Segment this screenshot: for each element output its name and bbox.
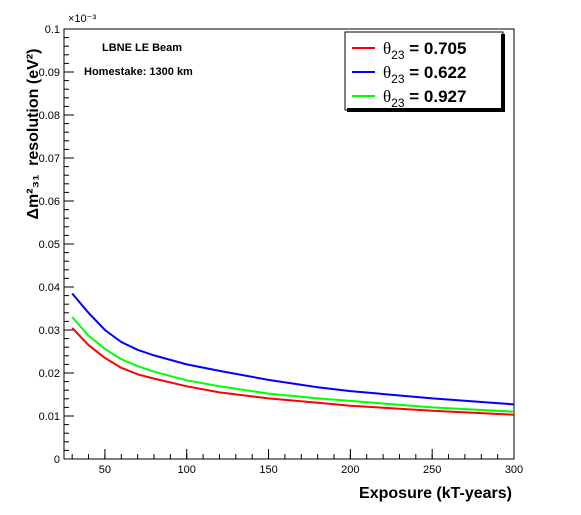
y-tick-label: 0.06 (39, 196, 60, 208)
y-multiplier: ×10⁻³ (68, 13, 96, 25)
y-axis-title: Δm²₃₁ resolution (eV²) (25, 49, 42, 220)
y-axis: 0 0.01 0.02 0.03 0.04 0.05 0.06 0.07 0.08 0.09 0.1 (39, 24, 74, 466)
legend-shadow-bottom (347, 108, 505, 112)
legend-label-2: θ23 = 0.622 (383, 63, 466, 86)
legend-label-3: θ23 = 0.927 (383, 87, 466, 110)
y-tick-label: 0.08 (39, 110, 60, 122)
y-axis-label: resolution (eV²) (25, 49, 42, 166)
svg-text:Δm²₃₁ resolution (eV²): Δm²₃₁ resolution (eV²) (25, 49, 42, 220)
y-axis-symbol: Δm²₃₁ (25, 174, 42, 219)
y-tick-label: 0.07 (39, 153, 60, 165)
x-tick-label: 250 (423, 464, 441, 476)
x-tick-label: 50 (99, 464, 111, 476)
series-lines (71, 292, 515, 416)
series-line-2 (71, 292, 515, 406)
annotation-beam: LBNE LE Beam (102, 42, 182, 54)
y-tick-label: 0.1 (45, 24, 60, 36)
x-tick-label: 200 (341, 464, 359, 476)
x-axis: 50 100 150 200 250 300 (71, 449, 523, 476)
y-tick-label: 0.02 (39, 368, 60, 380)
series-line-3 (71, 316, 515, 413)
x-tick-label: 300 (505, 464, 523, 476)
y-tick-label: 0.05 (39, 239, 60, 251)
y-tick-label: 0.03 (39, 325, 60, 337)
y-tick-label: 0 (54, 454, 60, 466)
y-tick-label: 0.04 (39, 282, 60, 294)
annotation-baseline: Homestake: 1300 km (84, 66, 193, 78)
series-line-1 (71, 327, 515, 416)
x-tick-label: 100 (178, 464, 196, 476)
legend-shadow-right (501, 34, 505, 112)
legend-label-1: θ23 = 0.705 (383, 39, 466, 62)
x-axis-title: Exposure (kT-years) (359, 485, 512, 502)
x-tick-label: 150 (259, 464, 277, 476)
y-tick-label: 0.09 (39, 67, 60, 79)
y-tick-label: 0.01 (39, 411, 60, 423)
